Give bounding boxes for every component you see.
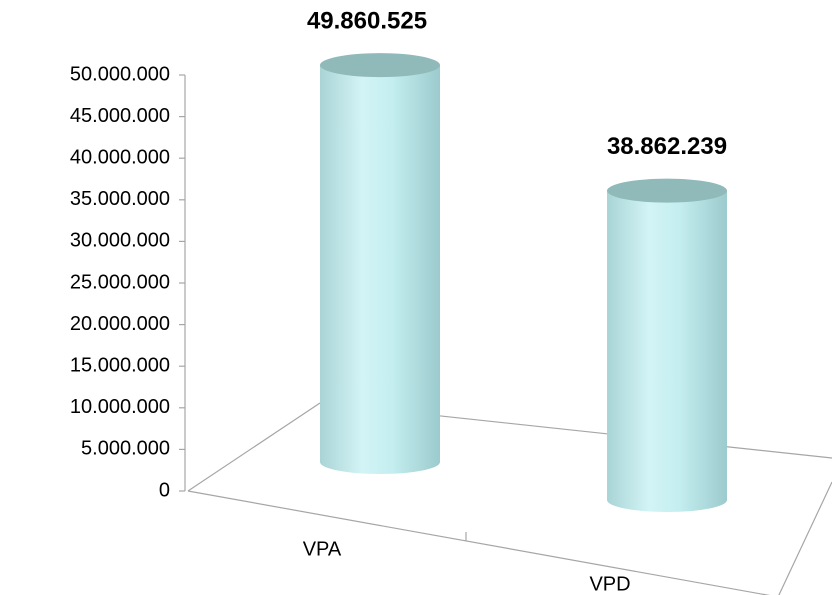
y-tick-label: 30.000.000 xyxy=(70,230,170,252)
value-label: 49.860.525 xyxy=(307,7,427,34)
y-tick-label: 25.000.000 xyxy=(70,271,170,293)
y-tick-label: 0 xyxy=(159,479,170,501)
x-tick-label: VPA xyxy=(303,538,342,560)
y-tick-label: 35.000.000 xyxy=(70,188,170,210)
value-label: 38.862.239 xyxy=(607,133,727,160)
bar xyxy=(607,190,727,513)
y-tick-label: 20.000.000 xyxy=(70,313,170,335)
bar xyxy=(320,65,440,474)
y-tick-label: 40.000.000 xyxy=(70,146,170,168)
y-tick-label: 50.000.000 xyxy=(70,63,170,85)
y-tick-label: 15.000.000 xyxy=(70,354,170,376)
y-tick-label: 5.000.000 xyxy=(81,438,170,460)
bar-top xyxy=(607,178,727,203)
x-tick-label: VPD xyxy=(589,573,630,595)
y-tick-label: 45.000.000 xyxy=(70,105,170,127)
y-tick-label: 10.000.000 xyxy=(70,396,170,418)
floor xyxy=(184,75,832,595)
bar-top xyxy=(320,53,440,78)
